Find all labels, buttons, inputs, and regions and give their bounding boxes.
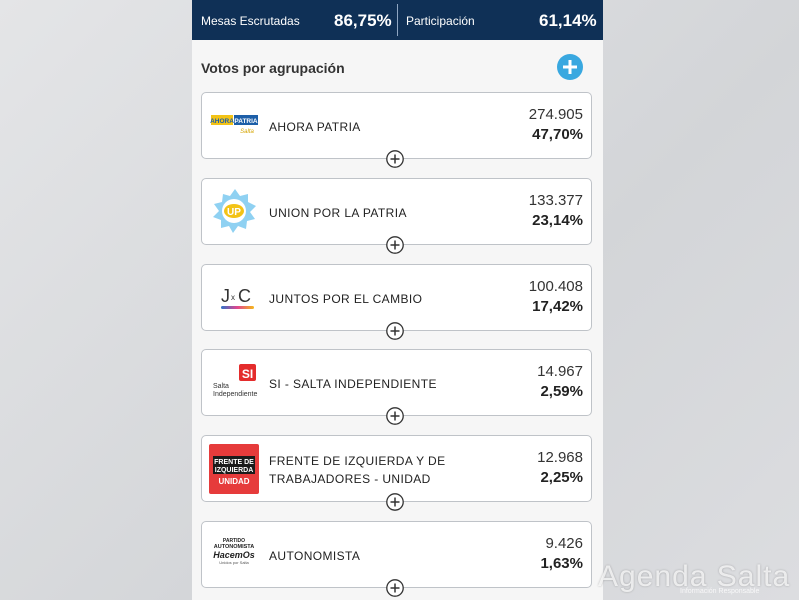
party-percent: 2,59% bbox=[540, 383, 583, 400]
party-votes: 12.968 bbox=[537, 449, 583, 466]
logo-text: FRENTE DE bbox=[214, 459, 254, 466]
party-card[interactable]: SI Salta Independiente SI - SALTA INDEPEN… bbox=[201, 349, 592, 416]
expand-button[interactable] bbox=[386, 236, 404, 254]
party-name: AUTONOMISTA bbox=[269, 548, 361, 563]
mesas-value: 86,75% bbox=[334, 11, 392, 30]
participacion-label: Participación bbox=[406, 14, 475, 28]
party-name: UNION POR LA PATRIA bbox=[269, 205, 407, 220]
logo-text: PATRIA bbox=[234, 118, 258, 125]
logo-text: Independiente bbox=[213, 391, 257, 398]
expand-button[interactable] bbox=[386, 493, 404, 511]
expand-button[interactable] bbox=[386, 407, 404, 425]
add-button[interactable] bbox=[557, 54, 583, 80]
party-logo: PARTIDO AUTONOMISTA HacemOs Unidos por S… bbox=[213, 538, 255, 565]
party-votes: 9.426 bbox=[545, 535, 583, 552]
logo-text: AHORA bbox=[210, 118, 234, 125]
logo-text: SI bbox=[242, 367, 253, 381]
expand-button[interactable] bbox=[386, 579, 404, 597]
party-card[interactable]: UP UNION POR LA PATRIA 133.377 23,14% bbox=[201, 178, 592, 245]
party-votes: 133.377 bbox=[528, 192, 583, 209]
logo-text: UP bbox=[227, 207, 241, 218]
party-percent: 2,25% bbox=[540, 469, 583, 486]
logo-text: UNIDAD bbox=[218, 477, 249, 486]
party-card[interactable]: PARTIDO AUTONOMISTA HacemOs Unidos por S… bbox=[201, 521, 592, 588]
party-percent: 1,63% bbox=[540, 555, 583, 572]
party-logo: FRENTE DE IZQUIERDA UNIDAD bbox=[209, 444, 259, 494]
party-card[interactable]: FRENTE DE IZQUIERDA UNIDAD FRENTE DE IZQ… bbox=[201, 435, 592, 502]
logo-text: J bbox=[221, 286, 230, 306]
expand-button[interactable] bbox=[386, 322, 404, 340]
party-percent: 47,70% bbox=[532, 126, 583, 143]
logo-text: HacemOs bbox=[213, 550, 255, 560]
party-percent: 17,42% bbox=[532, 298, 583, 315]
logo-text: Salta bbox=[213, 383, 229, 390]
mesas-label: Mesas Escrutadas bbox=[201, 14, 300, 28]
party-name: JUNTOS POR EL CAMBIO bbox=[269, 291, 423, 306]
party-percent: 23,14% bbox=[532, 212, 583, 229]
party-logo: AHORA PATRIA Salta bbox=[210, 115, 258, 135]
party-name: SI - SALTA INDEPENDIENTE bbox=[269, 376, 437, 391]
section-title: Votos por agrupación bbox=[201, 60, 345, 76]
watermark-tagline: Información Responsable bbox=[680, 588, 760, 595]
logo-text: AUTONOMISTA bbox=[214, 544, 254, 550]
participacion-value: 61,14% bbox=[539, 11, 597, 30]
party-logo: UP bbox=[213, 189, 256, 233]
party-votes: 100.408 bbox=[528, 278, 583, 295]
party-votes: 274.905 bbox=[528, 106, 583, 123]
party-name: AHORA PATRIA bbox=[269, 119, 361, 134]
expand-button[interactable] bbox=[386, 150, 404, 168]
logo-text: C bbox=[238, 286, 251, 306]
results-panel: Mesas Escrutadas 86,75% Participación 61… bbox=[192, 0, 603, 600]
logo-text: Unidos por Salta bbox=[219, 560, 249, 565]
divider bbox=[397, 4, 398, 36]
party-name: FRENTE DE IZQUIERDA Y DE TRABAJADORES - … bbox=[269, 453, 446, 486]
logo-text: Salta bbox=[240, 129, 254, 135]
watermark: Agenda Salta bbox=[598, 560, 791, 593]
logo-text: PARTIDO bbox=[223, 538, 245, 544]
logo-text: x bbox=[231, 293, 235, 302]
logo-text: IZQUIERDA bbox=[215, 467, 254, 474]
party-card[interactable]: AHORA PATRIA Salta AHORA PATRIA 274.905 … bbox=[201, 92, 592, 159]
party-votes: 14.967 bbox=[537, 363, 583, 380]
top-bar: Mesas Escrutadas 86,75% Participación 61… bbox=[192, 0, 603, 40]
